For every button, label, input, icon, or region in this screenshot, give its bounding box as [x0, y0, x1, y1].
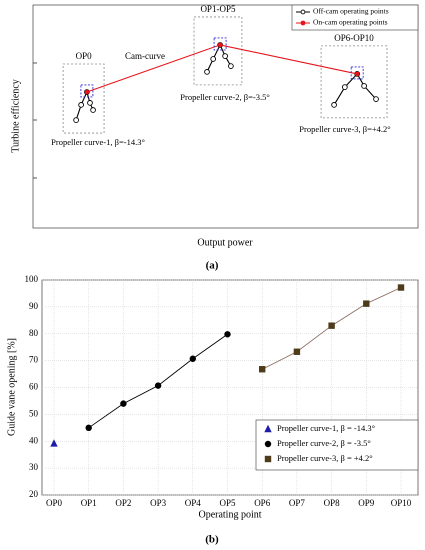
x-tick-label: OP1: [81, 498, 97, 508]
legend-box: [255, 419, 419, 471]
x-axis-label: Output power: [197, 237, 253, 248]
x-tick-label: OP4: [185, 498, 202, 508]
marker: [73, 117, 79, 123]
marker: [84, 89, 90, 95]
y-tick-label: 100: [25, 274, 39, 284]
y-tick-label: 70: [29, 355, 39, 365]
marker: [189, 355, 196, 362]
curve-label: Propeller curve-3, β=+4.2°: [299, 124, 390, 134]
x-tick-label: OP7: [289, 498, 306, 508]
marker: [293, 348, 301, 355]
y-tick-label: 60: [29, 382, 39, 392]
marker: [222, 53, 228, 59]
y-axis-label: Guide vane opening [%]: [6, 338, 17, 436]
marker: [228, 63, 234, 69]
x-tick-label: OP3: [150, 498, 167, 508]
marker: [50, 439, 58, 447]
marker: [397, 284, 405, 291]
y-tick-label: 50: [29, 408, 39, 418]
marker: [78, 102, 84, 108]
caption: (a): [206, 260, 219, 272]
marker: [373, 96, 379, 102]
group-box: [193, 16, 243, 86]
caption: (b): [205, 534, 219, 546]
group-label: OP0: [76, 51, 93, 61]
x-tick-label: OP2: [115, 498, 131, 508]
curve-label: Propeller curve-1, β=-14.3°: [51, 137, 145, 147]
on-cam-box: [350, 66, 364, 80]
legend-label: Propeller curve-1, β = -14.3°: [277, 423, 375, 433]
legend-box: [291, 4, 419, 31]
marker: [328, 322, 335, 329]
marker: [264, 424, 272, 433]
y-tick-label: 30: [29, 462, 39, 472]
y-tick-label: 40: [29, 435, 39, 445]
x-tick-label: OP9: [358, 498, 375, 508]
y-tick-label: 90: [29, 301, 39, 311]
x-tick-label: OP8: [324, 498, 341, 508]
marker: [85, 424, 92, 432]
marker: [90, 107, 96, 113]
y-axis-label: Turbine efficiency: [10, 79, 21, 153]
group-box: [62, 63, 105, 134]
marker: [259, 366, 266, 373]
marker: [361, 83, 367, 89]
plot-frame-a: [32, 4, 419, 229]
x-tick-label: OP6: [254, 498, 271, 508]
marker: [217, 42, 223, 48]
x-tick-label: OP10: [391, 498, 412, 508]
marker: [224, 331, 231, 338]
group-label: OP6-OP10: [334, 33, 374, 43]
y-tick-label: 20: [29, 489, 39, 499]
marker: [87, 100, 93, 106]
marker: [264, 440, 272, 448]
marker: [354, 71, 360, 77]
marker: [120, 400, 127, 407]
x-tick-label: OP5: [219, 498, 236, 508]
marker: [342, 84, 348, 90]
marker: [300, 20, 306, 26]
group-box: [320, 45, 388, 119]
marker: [264, 455, 272, 463]
marker: [363, 300, 370, 307]
legend-label: On-cam operating points: [313, 18, 388, 27]
curve-label: Propeller curve-2, β=-3.5°: [180, 92, 269, 102]
on-cam-box: [213, 37, 227, 51]
group-label: OP1-OP5: [200, 4, 236, 14]
x-tick-label: OP0: [46, 498, 63, 508]
marker: [204, 69, 210, 75]
legend-label: Propeller curve-2, β = -3.5°: [277, 438, 371, 448]
on-cam-box: [80, 84, 94, 98]
cam-curve-label: Cam-curve: [125, 51, 165, 61]
legend-label: Off-cam operating points: [313, 7, 389, 16]
legend-label: Propeller curve-3, β = +4.2°: [277, 453, 373, 463]
marker: [210, 56, 217, 62]
marker: [331, 102, 337, 108]
y-tick-label: 80: [29, 328, 39, 338]
x-axis-label: Operating point: [198, 509, 261, 520]
marker: [154, 382, 162, 389]
marker: [300, 9, 306, 15]
